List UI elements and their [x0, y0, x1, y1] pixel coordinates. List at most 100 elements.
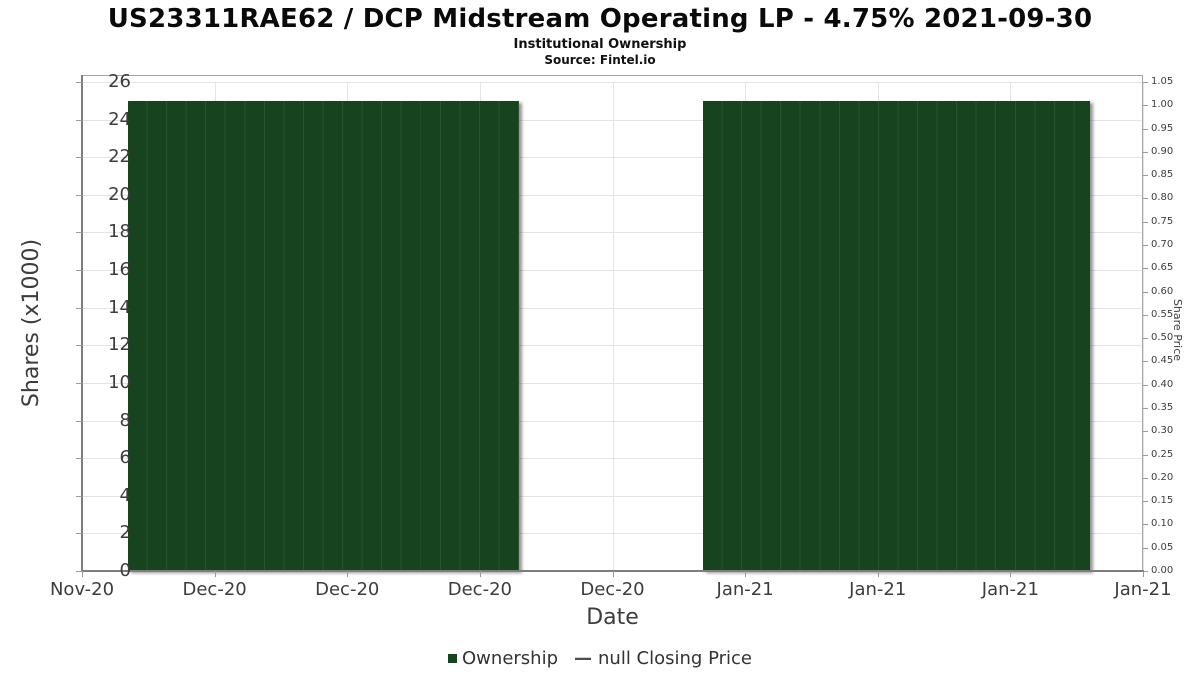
y-tick	[76, 232, 82, 234]
y-tick-label: 18	[108, 221, 131, 243]
y-tick	[76, 571, 82, 572]
right-tick-label: 0.15	[1151, 495, 1174, 507]
x-tick-label: Jan-21	[1114, 579, 1172, 600]
right-axis-title: Share Price	[1171, 298, 1184, 362]
right-tick-label: 0.75	[1151, 215, 1174, 227]
right-tick-label: 0.40	[1151, 378, 1174, 390]
right-tick-label: 0.35	[1151, 402, 1174, 413]
y-tick-label: 26	[108, 71, 131, 92]
y-tick	[76, 270, 82, 272]
y-tick	[76, 420, 82, 422]
plot-area	[81, 75, 1144, 572]
y-tick-label: 0	[119, 560, 131, 581]
right-tick	[1143, 198, 1148, 200]
y-tick	[76, 194, 82, 196]
gridline-v	[612, 82, 614, 571]
right-tick-label: 0.05	[1151, 541, 1174, 553]
x-tick-label: Dec-20	[580, 579, 645, 600]
legend-label-ownership: Ownership	[462, 647, 559, 669]
right-tick	[1143, 477, 1148, 479]
y-tick-label: 12	[108, 334, 131, 356]
right-tick-label: 0.50	[1151, 332, 1174, 344]
y-tick-label: 4	[119, 484, 131, 506]
x-tick-label: Jan-21	[849, 579, 907, 600]
y-tick-label: 8	[119, 409, 131, 431]
right-tick-label: 0.20	[1151, 471, 1174, 483]
y-tick	[76, 307, 82, 309]
ownership-swatch-icon	[448, 653, 458, 663]
right-tick	[1143, 361, 1148, 363]
y-tick-label: 20	[108, 183, 131, 205]
right-tick	[1143, 221, 1148, 223]
right-tick-label: 0.80	[1151, 192, 1174, 204]
right-tick	[1143, 571, 1148, 572]
right-tick	[1143, 408, 1148, 409]
right-tick-label: 0.65	[1151, 262, 1174, 274]
right-tick	[1143, 268, 1148, 270]
legend-label-closing-price: null Closing Price	[598, 647, 752, 669]
x-tick	[214, 571, 216, 577]
right-tick	[1143, 314, 1148, 316]
right-tick-label: 0.95	[1151, 122, 1174, 134]
x-axis-title: Date	[586, 605, 639, 630]
y-tick-label: 14	[108, 296, 131, 318]
right-tick	[1143, 384, 1148, 386]
x-tick-label: Nov-20	[49, 579, 115, 600]
right-tick	[1143, 454, 1148, 456]
x-tick-label: Dec-20	[315, 579, 380, 600]
chart-subtitle: Institutional Ownership	[513, 37, 687, 52]
right-tick	[1143, 82, 1148, 83]
x-tick	[347, 571, 349, 577]
closing-price-dash-icon: —	[574, 647, 593, 669]
right-tick-label: 0.10	[1151, 518, 1174, 530]
y-tick	[76, 82, 82, 83]
y-tick	[76, 458, 82, 460]
right-tick	[1143, 151, 1148, 153]
x-tick	[877, 571, 879, 577]
legend: Ownership — null Closing Price	[0, 646, 1200, 670]
right-tick	[1143, 175, 1148, 177]
right-tick-label: 0.60	[1151, 285, 1174, 297]
right-tick-label: 0.90	[1151, 145, 1174, 157]
right-tick	[1143, 291, 1148, 293]
x-tick	[1143, 571, 1144, 577]
gridline-v	[1143, 82, 1144, 571]
chart-source: Source: Fintel.io	[544, 53, 656, 67]
y-tick	[76, 533, 82, 535]
y-tick-label: 22	[108, 146, 131, 168]
ownership-bar-segment	[702, 100, 1090, 571]
y-tick	[76, 382, 82, 384]
y-tick-label: 10	[108, 371, 131, 393]
right-tick-label: 0.25	[1151, 448, 1174, 460]
y-tick	[76, 119, 82, 121]
right-tick	[1143, 547, 1148, 549]
right-tick	[1143, 431, 1148, 433]
right-tick-label: 0.00	[1151, 565, 1174, 576]
right-tick	[1143, 501, 1148, 503]
right-tick-label: 1.05	[1151, 76, 1174, 87]
right-tick	[1143, 524, 1148, 526]
plot-frame	[82, 75, 1143, 571]
right-tick	[1143, 338, 1148, 340]
right-tick	[1143, 105, 1148, 107]
left-axis-spine	[81, 75, 83, 571]
x-tick-label: Dec-20	[447, 579, 512, 600]
ownership-bar-segment	[127, 100, 520, 571]
x-tick-label: Jan-21	[981, 579, 1039, 600]
right-tick-label: 0.45	[1151, 355, 1174, 367]
left-axis-title: Shares (x1000)	[19, 238, 44, 408]
y-tick	[76, 157, 82, 159]
right-tick	[1143, 245, 1148, 246]
right-tick-label: 0.55	[1151, 308, 1174, 320]
right-tick	[1143, 128, 1148, 130]
x-tick	[1010, 571, 1012, 577]
chart-title: US23311RAE62 / DCP Midstream Operating L…	[107, 4, 1093, 34]
x-tick	[612, 571, 614, 577]
right-tick-label: 0.85	[1151, 169, 1174, 181]
y-tick	[76, 345, 82, 347]
right-tick-label: 0.30	[1151, 425, 1174, 437]
right-tick-label: 1.00	[1151, 99, 1174, 111]
y-tick-label: 16	[108, 259, 131, 281]
y-tick	[76, 495, 82, 497]
